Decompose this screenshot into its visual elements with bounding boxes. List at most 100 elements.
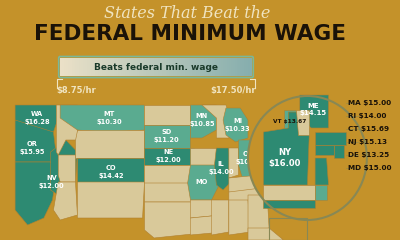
Bar xyxy=(166,58,168,76)
Bar xyxy=(70,58,72,76)
Bar xyxy=(91,58,93,76)
Polygon shape xyxy=(229,188,264,205)
Bar xyxy=(120,58,122,76)
Bar xyxy=(141,58,143,76)
Text: MD $15.00: MD $15.00 xyxy=(348,165,391,171)
Bar xyxy=(196,58,199,76)
Text: NJ $15.13: NJ $15.13 xyxy=(348,139,387,145)
Polygon shape xyxy=(260,175,293,182)
Polygon shape xyxy=(190,105,216,138)
Text: OR
$15.95: OR $15.95 xyxy=(20,141,45,155)
Bar xyxy=(72,58,74,76)
Text: WV
$8.75: WV $8.75 xyxy=(249,158,266,168)
Polygon shape xyxy=(144,125,190,148)
Bar xyxy=(127,58,130,76)
Bar xyxy=(194,58,197,76)
Bar xyxy=(214,58,216,76)
Text: MN
$10.85: MN $10.85 xyxy=(189,113,215,127)
Bar xyxy=(142,58,145,76)
Bar xyxy=(202,58,204,76)
Polygon shape xyxy=(229,175,262,195)
Bar xyxy=(60,58,62,76)
Bar xyxy=(104,58,107,76)
Polygon shape xyxy=(315,145,334,155)
Bar xyxy=(206,58,208,76)
Text: NE
$12.00: NE $12.00 xyxy=(156,149,181,163)
Polygon shape xyxy=(56,105,77,155)
Bar xyxy=(219,58,222,76)
Polygon shape xyxy=(263,112,309,185)
Bar xyxy=(187,58,189,76)
Text: MA $15.00: MA $15.00 xyxy=(348,100,391,106)
Polygon shape xyxy=(60,105,144,132)
Polygon shape xyxy=(15,120,56,162)
Text: MO: MO xyxy=(196,179,208,185)
Polygon shape xyxy=(190,148,216,165)
Polygon shape xyxy=(77,158,144,182)
Text: OH
$10.45: OH $10.45 xyxy=(235,151,261,165)
Bar xyxy=(227,58,229,76)
Bar xyxy=(160,58,162,76)
Bar xyxy=(188,58,191,76)
Polygon shape xyxy=(296,110,309,135)
Bar xyxy=(135,58,137,76)
Polygon shape xyxy=(15,105,58,132)
Bar xyxy=(129,58,132,76)
Bar xyxy=(89,58,91,76)
Bar xyxy=(122,58,124,76)
Bar xyxy=(192,58,195,76)
Bar xyxy=(225,58,228,76)
Text: VT $13.67: VT $13.67 xyxy=(274,120,307,125)
Bar xyxy=(181,58,183,76)
Bar xyxy=(171,58,174,76)
Polygon shape xyxy=(144,165,196,183)
Bar xyxy=(74,58,76,76)
Bar xyxy=(110,58,112,76)
Polygon shape xyxy=(144,105,190,125)
Bar xyxy=(154,58,156,76)
Bar xyxy=(162,58,164,76)
Bar xyxy=(148,58,151,76)
Polygon shape xyxy=(258,140,293,162)
Text: IL
$14.00: IL $14.00 xyxy=(208,161,234,175)
Text: $8.75/hr: $8.75/hr xyxy=(56,86,96,96)
Text: Beats federal min. wage: Beats federal min. wage xyxy=(94,62,218,72)
Polygon shape xyxy=(214,148,231,190)
Bar xyxy=(68,58,70,76)
Polygon shape xyxy=(58,155,76,182)
Bar xyxy=(204,58,206,76)
Bar xyxy=(146,58,149,76)
Bar xyxy=(152,58,154,76)
Bar xyxy=(76,58,78,76)
Bar xyxy=(102,58,105,76)
Polygon shape xyxy=(293,162,300,175)
Bar xyxy=(93,58,95,76)
Bar xyxy=(96,58,99,76)
Bar xyxy=(137,58,139,76)
Bar xyxy=(244,58,246,76)
Polygon shape xyxy=(212,200,229,235)
Polygon shape xyxy=(258,155,277,175)
Bar xyxy=(269,218,308,240)
Text: RI $14.00: RI $14.00 xyxy=(348,113,386,119)
Polygon shape xyxy=(260,118,293,142)
Bar xyxy=(133,58,135,76)
Bar xyxy=(77,58,80,76)
Bar xyxy=(112,58,114,76)
Bar xyxy=(185,58,187,76)
Bar xyxy=(233,58,235,76)
Polygon shape xyxy=(263,185,315,200)
Polygon shape xyxy=(144,202,212,238)
Bar xyxy=(62,58,64,76)
Bar xyxy=(81,58,84,76)
Polygon shape xyxy=(315,158,328,185)
Bar xyxy=(170,58,172,76)
Polygon shape xyxy=(144,183,202,202)
Polygon shape xyxy=(315,132,346,145)
Bar xyxy=(156,58,158,76)
Text: FEDERAL MINIMUM WAGE: FEDERAL MINIMUM WAGE xyxy=(34,24,346,44)
Bar xyxy=(108,58,110,76)
Bar xyxy=(250,58,252,76)
Bar xyxy=(190,58,193,76)
Bar xyxy=(66,58,68,76)
